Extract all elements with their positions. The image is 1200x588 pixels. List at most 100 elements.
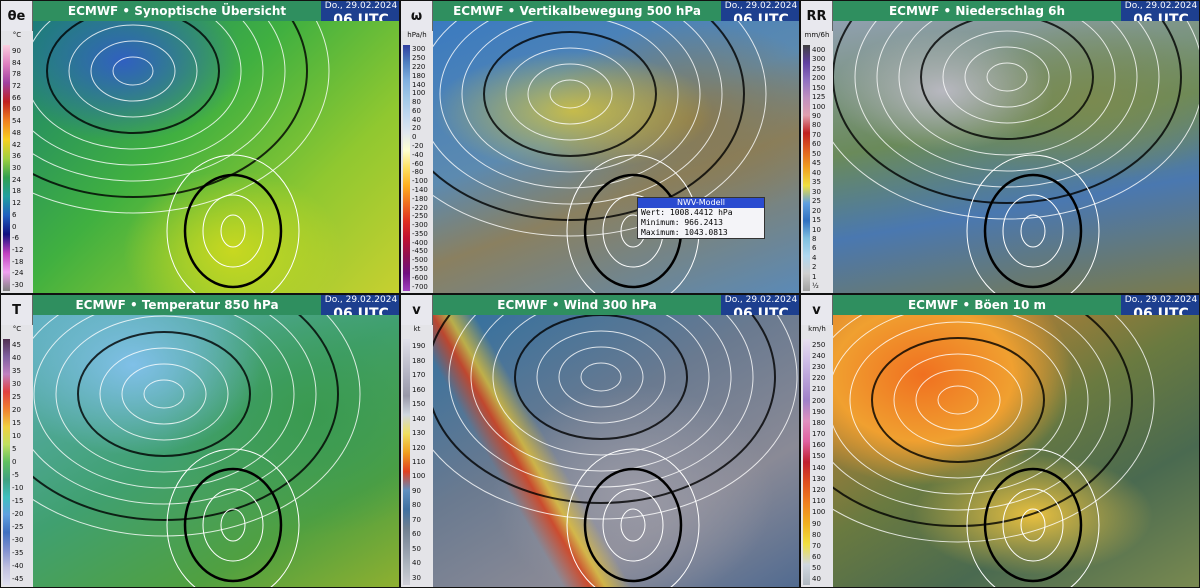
legend-label: -18: [12, 257, 24, 266]
panel: v ECMWF • Böen 10 m Do., 29.02.2024 06 UTC k…: [800, 294, 1200, 588]
isobar: [433, 315, 776, 504]
legend-label: 0: [12, 222, 17, 231]
isobar: [583, 467, 683, 583]
legend-label: 8: [812, 234, 817, 243]
legend-label: 230: [812, 362, 826, 371]
isobar: [964, 46, 1050, 108]
legend-label: 66: [12, 93, 21, 102]
tooltip-title: NWV-Modell: [638, 198, 764, 208]
legend-label: -10: [12, 483, 24, 492]
legend-label: 130: [812, 474, 826, 483]
legend-bar: [803, 45, 810, 291]
panel-date: Do., 29.02.2024: [1124, 1, 1198, 11]
legend-label: -400: [412, 238, 428, 247]
legend-label: 60: [412, 530, 421, 539]
legend-label: 90: [412, 486, 421, 495]
map: [33, 21, 399, 293]
legend: mm/6h 400 300 250 200 150 125 100 90 80 70 60 50 45 40…: [801, 31, 833, 293]
isobar: [433, 21, 723, 205]
isobar: [1002, 194, 1064, 268]
legend-label: 10: [12, 432, 21, 441]
isobar: [833, 315, 1111, 511]
isobar: [849, 321, 1067, 479]
legend: hPa/h 300 250 220 180 140 100 80 60 40 20 0 -20 -40 -6…: [401, 31, 433, 293]
isobar: [112, 56, 154, 86]
legend-label: 160: [812, 441, 826, 450]
legend-label: -25: [12, 522, 24, 531]
isobar: [33, 315, 339, 521]
isobar: [166, 448, 300, 587]
legend-unit: km/h: [808, 325, 826, 333]
legend-label: -40: [412, 150, 424, 159]
isobar: [871, 337, 1045, 463]
isobar: [202, 488, 264, 562]
isobar: [55, 315, 273, 473]
isobar: [566, 448, 700, 587]
legend-bar: [403, 339, 410, 585]
panel-symbol: T: [1, 295, 33, 325]
panel-title: ECMWF • Vertikalbewegung 500 hPa: [433, 1, 721, 21]
legend-label: -45: [12, 574, 24, 583]
legend-label: 45: [812, 159, 821, 168]
legend-label: 60: [812, 553, 821, 562]
legend-bar: [3, 339, 10, 585]
panel: RR ECMWF • Niederschlag 6h Do., 29.02.2024…: [800, 0, 1200, 294]
legend-label: 125: [812, 93, 826, 102]
isobar: [33, 315, 317, 505]
legend-label: 200: [812, 74, 826, 83]
tooltip-line: Minimum: 966.2413: [641, 218, 723, 227]
legend-label: -180: [412, 194, 428, 203]
legend-label: 150: [812, 452, 826, 461]
isobar: [33, 21, 242, 150]
isobar: [1020, 214, 1046, 248]
legend-label: 140: [412, 414, 426, 423]
legend-label: 4: [812, 253, 817, 262]
legend-label: 12: [12, 199, 21, 208]
legend-label: 240: [812, 351, 826, 360]
legend-label: 40: [412, 115, 421, 124]
legend-unit: kt: [413, 325, 421, 333]
legend-label: -12: [12, 246, 24, 254]
legend-label: 20: [12, 406, 21, 415]
legend-label: 170: [412, 371, 426, 380]
legend-label: 30: [12, 164, 21, 172]
legend-label: 220: [812, 374, 826, 383]
legend-label: 180: [412, 71, 426, 80]
legend-label: 20: [812, 206, 821, 215]
legend-label: -700: [412, 282, 428, 291]
map: [433, 21, 799, 293]
legend-label: 100: [812, 102, 826, 111]
legend-label: 54: [12, 117, 21, 126]
legend-label: 6: [12, 210, 17, 219]
isobar: [68, 24, 198, 118]
legend-label: 300: [412, 45, 426, 54]
legend-unit: °C: [12, 325, 22, 333]
isobar: [527, 63, 613, 125]
legend-label: 170: [812, 430, 826, 439]
isobar: [966, 448, 1100, 587]
legend-label: 180: [412, 356, 426, 365]
isobar: [448, 315, 754, 488]
isobar: [33, 21, 308, 198]
tooltip: NWV-Modell Wert: 1008.4412 hPa Minimum: 96…: [637, 197, 765, 239]
isobar: [920, 21, 1094, 140]
panel-symbol: v: [801, 295, 833, 325]
legend-label: -60: [412, 159, 424, 168]
map: [33, 315, 399, 587]
isobar: [986, 62, 1028, 92]
isobar: [558, 346, 644, 408]
panel-date: Do., 29.02.2024: [324, 295, 398, 305]
legend-label: -500: [412, 256, 428, 265]
legend-label: 110: [412, 458, 426, 466]
legend-label: 60: [412, 106, 421, 115]
legend: km/h 250 240 230 220 210 200 190 180 170 160 150 140…: [801, 325, 833, 587]
isobar: [602, 488, 664, 562]
isobar: [833, 21, 1199, 220]
legend-label: 25: [12, 393, 21, 402]
legend-label: 2: [812, 263, 817, 272]
isobar: [536, 330, 666, 424]
isobar: [433, 21, 745, 221]
legend-label: 190: [812, 407, 826, 416]
legend-label: -220: [412, 203, 428, 212]
